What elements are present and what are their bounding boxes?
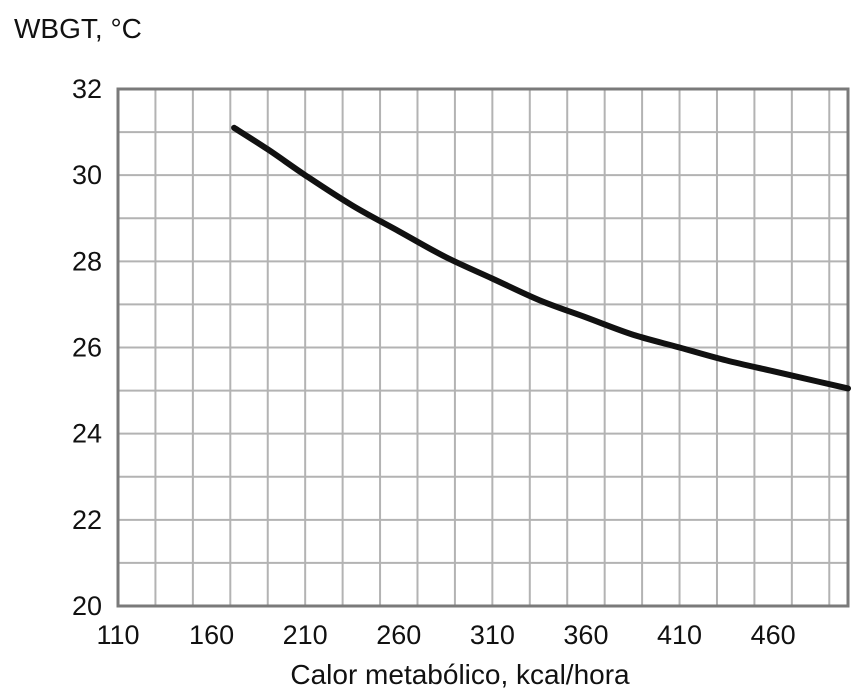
data-series-line xyxy=(231,124,851,392)
x-axis-tick-labels: 110 160 210 260 310 360 410 460 xyxy=(96,620,795,650)
x-tick-label: 210 xyxy=(283,620,328,650)
y-tick-label: 32 xyxy=(72,74,102,104)
horizontal-gridlines xyxy=(118,131,848,564)
x-tick-label: 260 xyxy=(376,620,421,650)
y-tick-label: 26 xyxy=(72,333,102,363)
y-tick-label: 22 xyxy=(72,505,102,535)
x-tick-label: 310 xyxy=(470,620,515,650)
x-tick-label: 160 xyxy=(189,620,234,650)
y-tick-label: 30 xyxy=(72,160,102,190)
y-tick-label: 20 xyxy=(72,591,102,621)
plot-frame xyxy=(116,87,850,608)
y-axis-tick-labels: 20 22 24 26 28 30 32 xyxy=(72,74,102,621)
y-axis-title: WBGT, °C xyxy=(14,13,142,44)
y-tick-label: 28 xyxy=(72,246,102,276)
x-tick-label: 360 xyxy=(563,620,608,650)
x-tick-label: 110 xyxy=(96,620,139,650)
x-axis-title: Calor metabólico, kcal/hora xyxy=(290,659,630,690)
x-tick-label: 410 xyxy=(657,620,702,650)
x-tick-label: 460 xyxy=(751,620,796,650)
y-tick-label: 24 xyxy=(72,419,102,449)
